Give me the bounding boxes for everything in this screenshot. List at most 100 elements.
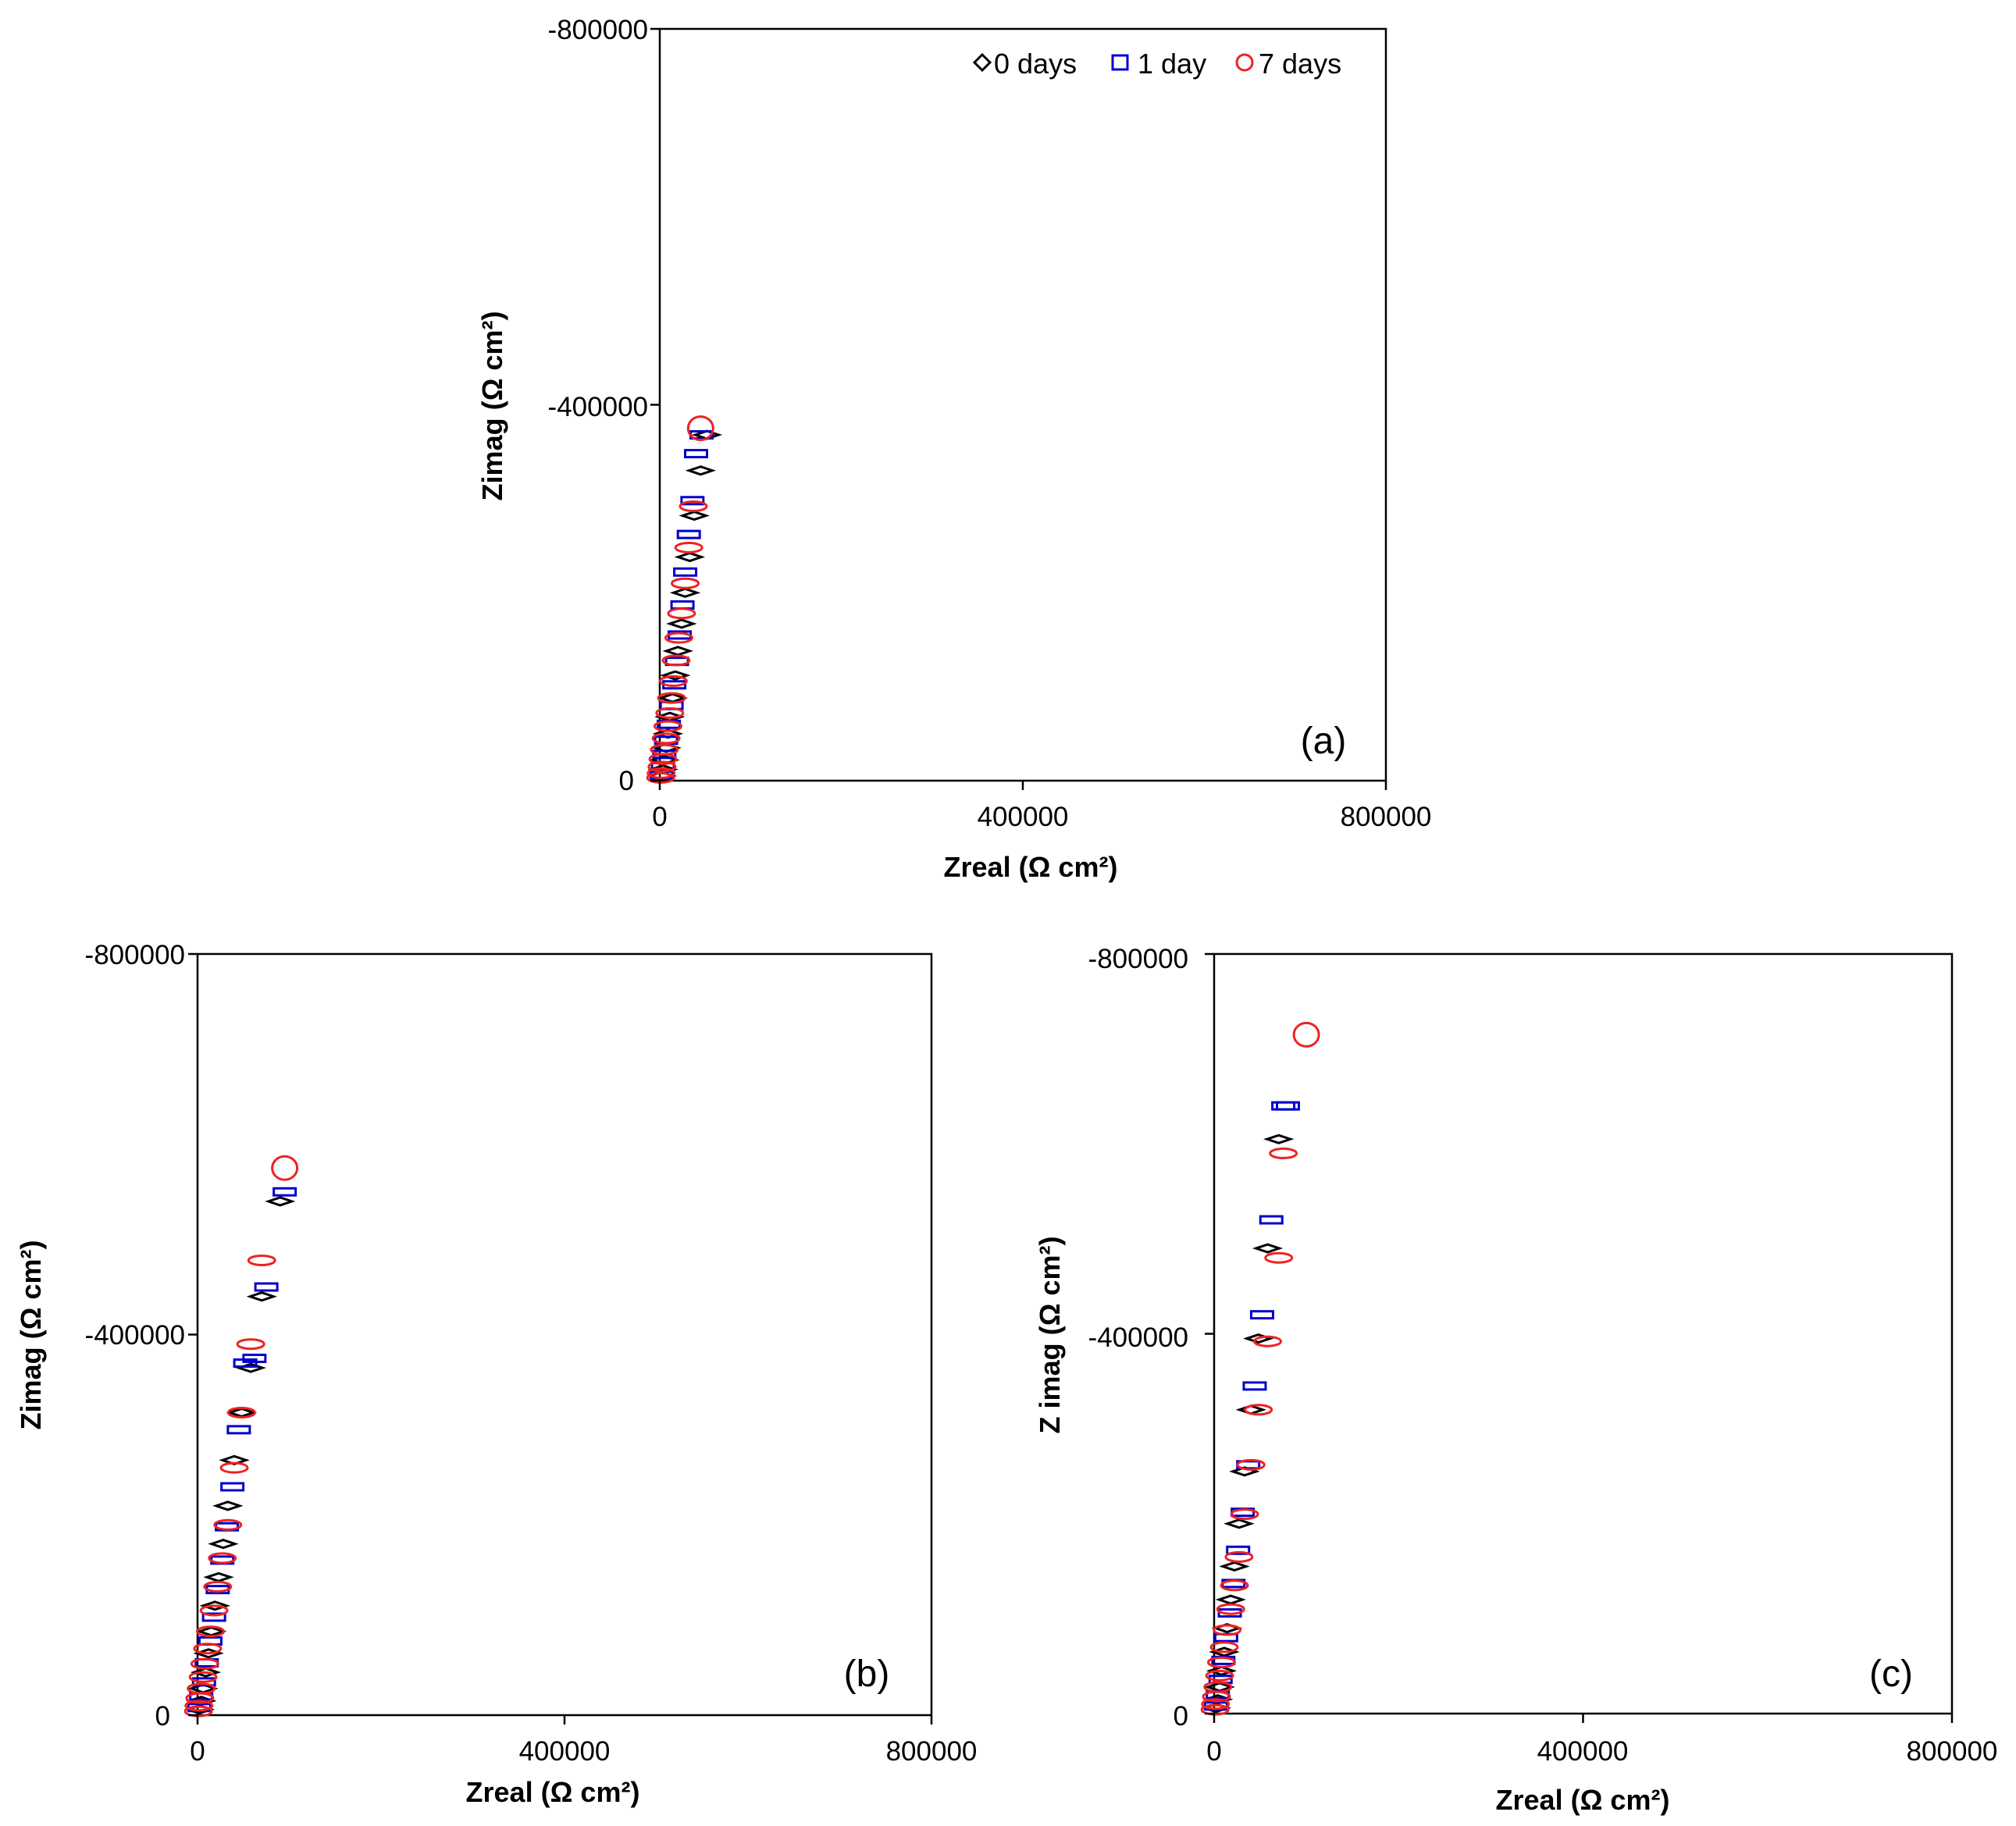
data-point-7-days — [247, 1254, 276, 1266]
data-point-7-days — [1206, 1656, 1236, 1668]
data-point-0-days — [190, 1667, 222, 1678]
data-point-7-days — [679, 500, 708, 513]
y-axis-label: Z imag (Ω cm²) — [1034, 1237, 1066, 1434]
x-tick-label: 0 — [1206, 1736, 1221, 1767]
data-point-0-days — [1219, 1561, 1250, 1572]
x-tick-label: 0 — [652, 802, 667, 832]
ticks — [1205, 952, 1954, 1723]
data-point-7-days — [667, 607, 696, 620]
x-axis-label: Zreal (Ω cm²) — [944, 851, 1118, 883]
panel-label: (c) — [1869, 1653, 1913, 1695]
legend-label-1-day: 1 day — [1138, 48, 1206, 80]
data-point-0-days — [685, 465, 717, 476]
x-tick-label: 800000 — [886, 1736, 978, 1767]
data-point-1-day — [680, 496, 705, 506]
data-point-1-day — [242, 1353, 267, 1363]
data-point-1-day — [652, 749, 677, 760]
panel-a: -800000 -400000 0 0 400000 800000 Zreal … — [476, 15, 1431, 883]
data-point-7-days — [1236, 1458, 1266, 1471]
data-point-7-days — [647, 760, 677, 773]
y-tick-label: 0 — [1174, 1701, 1188, 1732]
data-point-0-days — [235, 1362, 266, 1373]
data-point-1-day — [201, 1612, 226, 1622]
y-tick-label: -400000 — [85, 1320, 185, 1351]
data-point-7-days — [1213, 1624, 1242, 1636]
data-point-7-days — [674, 541, 703, 553]
data-point-7-days — [188, 1671, 218, 1683]
data-point-1-day — [226, 1425, 251, 1435]
data-point-0-days — [669, 587, 701, 598]
data-point-1-day — [1259, 1215, 1284, 1225]
y-tick-label: 0 — [619, 766, 634, 796]
data-point-7-days — [1216, 1603, 1245, 1615]
data-point-0-days — [212, 1500, 244, 1511]
data-point-1-day — [191, 1677, 216, 1687]
data-point-1-day — [254, 1282, 279, 1292]
data-point-7-days — [658, 675, 688, 687]
data-point-0-days — [199, 1600, 231, 1611]
data-point-7-days — [1224, 1550, 1254, 1563]
x-tick-label: 400000 — [519, 1736, 611, 1767]
plot-frame — [1213, 952, 1954, 1715]
data-point-1-day — [220, 1482, 245, 1492]
data-point-0-days — [1209, 1646, 1240, 1657]
data-point-7-days — [226, 1406, 256, 1418]
data-point-1-day — [1242, 1381, 1267, 1391]
legend-marker-7-days — [1235, 53, 1254, 72]
data-point-0-days — [265, 1196, 296, 1207]
data-point-7-days — [219, 1461, 249, 1474]
data-point-0-days — [666, 618, 697, 629]
data-point-0-days — [660, 670, 691, 681]
data-point-7-days — [655, 707, 685, 719]
legend-label-7-days: 7 days — [1259, 48, 1341, 80]
data-point-7-days — [1203, 1681, 1233, 1693]
x-tick-label: 800000 — [1341, 802, 1432, 832]
y-tick-label: -400000 — [548, 392, 648, 422]
data-point-7-days — [1230, 1508, 1259, 1521]
data-point-0-days — [654, 711, 686, 722]
data-point-0-days — [246, 1291, 277, 1302]
data-point-7-days — [1201, 1698, 1231, 1710]
y-tick-label: -800000 — [85, 940, 185, 970]
data-point-0-days — [674, 551, 706, 563]
data-point-1-day — [1249, 1310, 1274, 1320]
x-tick-label: 800000 — [1907, 1736, 1998, 1767]
data-point-7-days — [646, 767, 676, 779]
data-point-7-days — [664, 632, 693, 644]
marks — [646, 415, 723, 784]
data-point-7-days — [1253, 1335, 1283, 1347]
y-tick-label: -800000 — [548, 15, 648, 45]
data-point-7-days — [193, 1643, 223, 1655]
data-point-7-days — [1244, 1404, 1273, 1416]
data-point-7-days — [650, 743, 679, 756]
data-point-7-days — [671, 577, 700, 589]
data-point-0-days — [1206, 1665, 1238, 1676]
data-point-1-day — [1276, 1101, 1300, 1111]
data-point-1-day — [272, 1187, 297, 1197]
panel-c: -800000 -400000 0 0 400000 800000 Zreal … — [1034, 944, 1997, 1816]
y-tick-label: -800000 — [1088, 944, 1188, 974]
y-tick-label: 0 — [155, 1701, 170, 1732]
data-point-7-days — [1220, 1579, 1249, 1592]
data-point-7-days — [1205, 1669, 1234, 1682]
y-axis-label: Zimag (Ω cm²) — [476, 311, 508, 501]
marks — [1200, 1021, 1320, 1716]
data-point-7-days — [653, 720, 682, 732]
plot-frame — [658, 27, 1387, 782]
data-point-7-days — [208, 1552, 237, 1564]
y-tick-label: -400000 — [1088, 1322, 1188, 1353]
x-axis-label: Zreal (Ω cm²) — [1496, 1784, 1670, 1816]
data-point-1-day — [684, 449, 708, 459]
data-point-7-days — [213, 1518, 243, 1531]
data-point-7-days — [1264, 1251, 1294, 1264]
data-point-7-days — [661, 654, 691, 667]
plot-frame — [196, 952, 933, 1717]
data-point-7-days — [195, 1625, 225, 1638]
x-axis-label: Zreal (Ω cm²) — [466, 1776, 640, 1808]
panel-label: (b) — [844, 1653, 890, 1695]
ticks — [188, 952, 933, 1725]
legend-marker-0-days — [972, 52, 992, 73]
data-point-0-days — [203, 1571, 234, 1582]
data-point-0-days — [208, 1539, 239, 1550]
